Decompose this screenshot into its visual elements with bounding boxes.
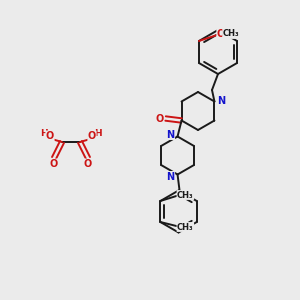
Text: O: O	[217, 29, 225, 39]
Text: N: N	[218, 95, 226, 106]
Text: O: O	[50, 159, 58, 169]
Text: CH₃: CH₃	[223, 29, 239, 38]
Text: CH₃: CH₃	[177, 223, 194, 232]
Text: CH₃: CH₃	[177, 190, 194, 200]
Text: N: N	[167, 130, 175, 140]
Text: O: O	[46, 131, 54, 141]
Text: H: H	[94, 130, 102, 139]
Text: N: N	[167, 172, 175, 182]
Text: O: O	[88, 131, 96, 141]
Text: O: O	[84, 159, 92, 169]
Text: H: H	[40, 130, 48, 139]
Text: O: O	[155, 113, 164, 124]
